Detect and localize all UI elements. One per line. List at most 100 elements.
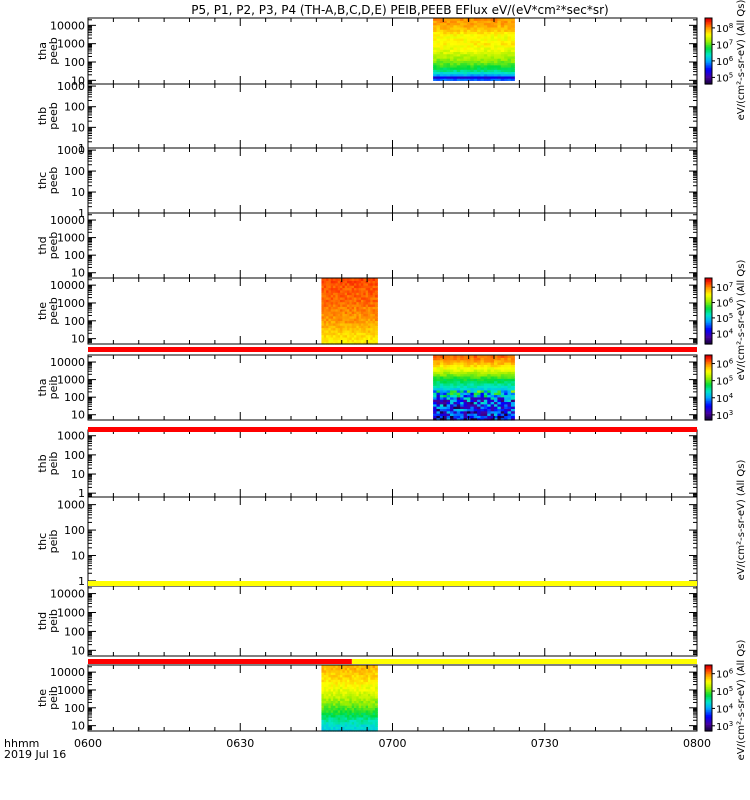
heatmap-cell (450, 40, 454, 44)
heatmap-cell (497, 69, 502, 73)
heatmap-cell (349, 322, 353, 326)
heatmap-cell (365, 306, 369, 310)
heatmap-cell (370, 320, 374, 324)
colorbar-cell (705, 67, 712, 70)
heatmap-cell (480, 364, 485, 368)
heatmap-cell (500, 60, 505, 64)
heatmap-cell (507, 410, 512, 414)
heatmap-cell (507, 49, 512, 52)
heatmap-cell (507, 417, 512, 421)
heatmap-cell (433, 403, 438, 407)
heatmap-cell (504, 60, 509, 64)
heatmap-cell (470, 410, 475, 414)
heatmap-cell (487, 382, 492, 386)
heatmap-cell (443, 371, 448, 375)
heatmap-cell (470, 26, 475, 30)
heatmap-cell (363, 683, 367, 687)
heatmap-cell (333, 332, 337, 336)
heatmap-cell (323, 285, 327, 289)
heatmap-cell (483, 387, 488, 391)
heatmap-cell (510, 55, 515, 59)
heatmap-cell (354, 721, 357, 725)
colorbar-cell (705, 385, 712, 389)
heatmap-cell (450, 58, 454, 61)
heatmap-cell (456, 378, 461, 382)
heatmap-cell (480, 359, 485, 363)
heatmap-cell (356, 301, 360, 305)
heatmap-cell (466, 69, 471, 73)
heatmap-cell (433, 366, 438, 370)
heatmap-cell (483, 40, 488, 44)
panel-ylabel: tha (36, 378, 49, 396)
heatmap-cell (477, 401, 482, 405)
heatmap-cell (453, 31, 458, 35)
y-tick-label: 1000 (57, 144, 85, 157)
panel-frame (87, 277, 698, 345)
heatmap-cell (370, 679, 374, 683)
heatmap-cell (497, 49, 502, 52)
heatmap-cell (351, 311, 355, 314)
colorbar-cell (705, 312, 712, 315)
heatmap-cell (358, 709, 362, 713)
heatmap-cell (347, 311, 350, 314)
heatmap-cell (453, 51, 458, 55)
heatmap-cell (487, 44, 492, 48)
heatmap-cell (507, 396, 512, 400)
heatmap-cell (433, 71, 438, 75)
heatmap-cell (374, 313, 378, 317)
heatmap-cell (330, 686, 334, 690)
colorbar-cell (705, 24, 712, 27)
heatmap-cell (453, 355, 458, 358)
heatmap-cell (344, 676, 348, 680)
heatmap-cell (450, 18, 454, 21)
heatmap-cell (507, 46, 512, 50)
heatmap-cell (473, 62, 478, 66)
heatmap-cell (456, 49, 461, 52)
date-label: 2019 Jul 16 (4, 748, 66, 761)
heatmap-cell (456, 382, 461, 386)
heatmap-cell (494, 396, 498, 400)
status-bar-yellow (351, 659, 697, 664)
heatmap-cell (487, 33, 492, 37)
heatmap-cell (344, 336, 348, 340)
heatmap-cell (333, 707, 337, 711)
colorbar-cell (705, 319, 712, 322)
colorbar-cell (705, 64, 712, 67)
heatmap-cell (483, 58, 488, 61)
heatmap-cell (337, 709, 341, 713)
heatmap-cell (363, 285, 367, 289)
heatmap-cell (470, 380, 475, 384)
heatmap-cell (365, 674, 369, 678)
heatmap-cell (477, 382, 482, 386)
heatmap-cell (497, 403, 502, 407)
heatmap-cell (337, 299, 341, 303)
heatmap-cell (453, 24, 458, 28)
heatmap-cell (504, 361, 509, 365)
heatmap-cell (365, 721, 369, 725)
heatmap-cell (470, 38, 475, 41)
heatmap-cell (477, 53, 482, 57)
heatmap-cell (500, 18, 505, 21)
heatmap-cell (494, 62, 498, 66)
y-tick-label: 10000 (50, 279, 85, 292)
colorbar-frame (704, 354, 713, 421)
heatmap-cell (507, 66, 512, 70)
heatmap-cell (450, 20, 454, 24)
heatmap-cell (480, 73, 485, 77)
heatmap-cell (450, 60, 454, 64)
heatmap-cell (510, 24, 515, 28)
heatmap-cell (365, 301, 369, 305)
heatmap-cell (500, 371, 505, 375)
heatmap-cell (470, 42, 475, 46)
heatmap-cell (443, 75, 448, 79)
heatmap-cell (337, 332, 341, 336)
heatmap-cell (456, 355, 461, 358)
heatmap-cell (328, 690, 332, 694)
heatmap-cell (363, 325, 367, 329)
heatmap-cell (494, 60, 498, 64)
heatmap-cell (453, 46, 458, 50)
heatmap-cell (349, 303, 353, 307)
heatmap-cell (483, 364, 488, 368)
heatmap-cell (473, 38, 478, 41)
